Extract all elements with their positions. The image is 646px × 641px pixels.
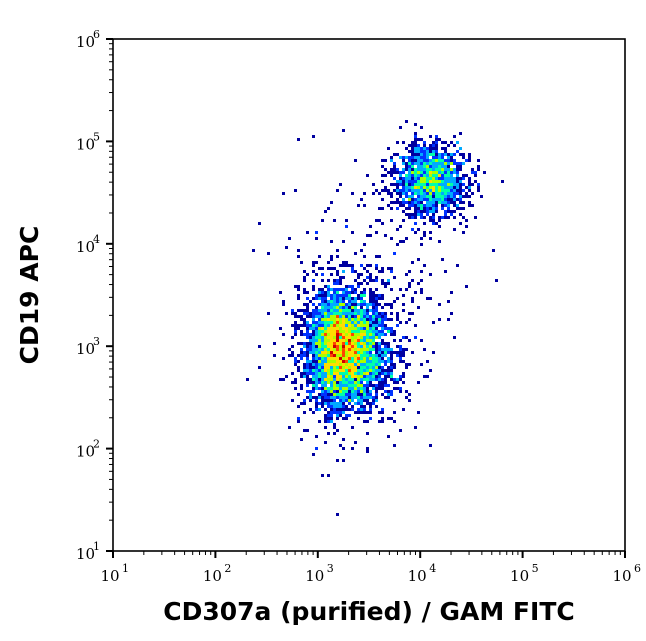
x-tick-label: 10 [510, 567, 529, 585]
y-tick-label: 10 [76, 545, 95, 563]
x-tick-label: 10 [408, 567, 427, 585]
x-tick-label: 10 [100, 567, 119, 585]
y-tick-label: 10 [76, 443, 95, 461]
y-tick-exponent: 2 [93, 438, 100, 451]
x-tick-exponent: 5 [532, 562, 539, 575]
x-tick-exponent: 4 [429, 562, 436, 575]
x-axis-ticks: 10 1 10 2 10 3 10 4 10 5 10 6 [100, 551, 641, 585]
y-tick-exponent: 1 [93, 540, 100, 553]
x-tick-label: 10 [203, 567, 222, 585]
x-axis-title: CD307a (purified) / GAM FITC [163, 597, 574, 626]
y-tick-label: 10 [76, 33, 95, 51]
plot-area-frame [112, 38, 626, 552]
x-tick-label: 10 [305, 567, 324, 585]
x-tick-exponent: 3 [327, 562, 334, 575]
y-tick-label: 10 [76, 238, 95, 256]
y-tick-label: 10 [76, 340, 95, 358]
x-tick-exponent: 6 [634, 562, 641, 575]
x-tick-exponent: 1 [122, 562, 129, 575]
y-tick-label: 10 [76, 135, 95, 153]
density-dots [246, 120, 504, 516]
y-tick-exponent: 3 [93, 335, 100, 348]
y-tick-exponent: 5 [93, 130, 100, 143]
y-tick-exponent: 6 [93, 28, 100, 41]
y-tick-exponent: 4 [93, 233, 100, 246]
y-axis-title: CD19 APC [15, 226, 44, 365]
x-tick-exponent: 2 [224, 562, 231, 575]
x-tick-label: 10 [612, 567, 631, 585]
